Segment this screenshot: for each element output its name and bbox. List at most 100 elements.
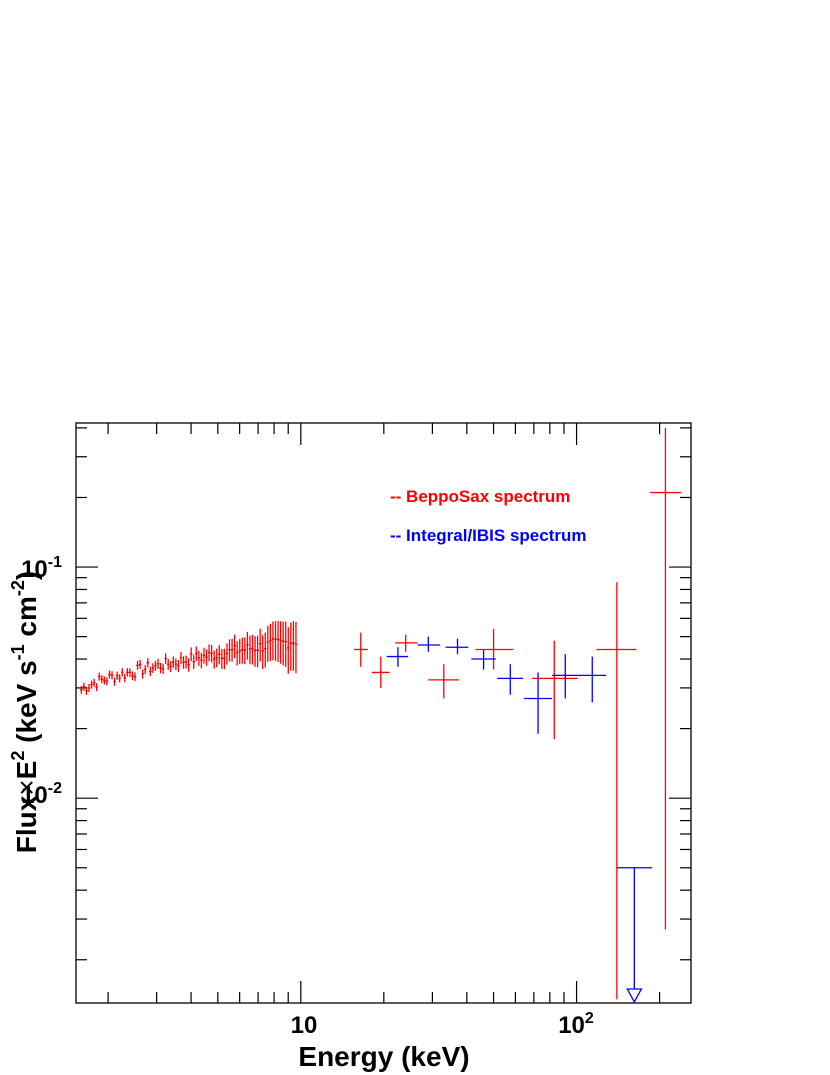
bepposax-low-point-82 [289, 622, 293, 671]
bepposax-low-point-31 [159, 663, 162, 674]
bepposax-low-point-32 [161, 663, 165, 675]
bepposax-low-point-47 [200, 652, 203, 669]
bepposax-low-point-61 [235, 641, 239, 666]
bepposax-low-point-40 [182, 656, 185, 669]
integral-point-5 [524, 672, 553, 734]
bepposax-low-point-18 [126, 668, 129, 677]
legend-item-bepposax: -- BeppoSax spectrum [390, 487, 570, 506]
integral-point-0 [386, 647, 409, 667]
bepposax-low-point-75 [271, 621, 275, 661]
bepposax-low-point-36 [172, 656, 175, 668]
bepposax-low-point-25 [143, 664, 147, 675]
bepposax-low-point-13 [113, 677, 116, 686]
bepposax-low-point-63 [241, 637, 244, 664]
integral-point-7 [577, 656, 607, 703]
bepposax-low-point-9 [103, 676, 106, 685]
x-axis-title: Energy (keV) [298, 1041, 469, 1072]
bepposax-low-point-29 [154, 661, 157, 671]
integral-point-2 [445, 638, 469, 655]
bepposax-low-point-43 [189, 647, 193, 662]
bepposax-low-point-42 [187, 658, 190, 672]
bepposax-low-point-16 [120, 668, 124, 677]
bepposax-low-point-62 [238, 639, 242, 665]
bepposax-low-point-11 [108, 670, 111, 679]
bepposax-low-point-45 [195, 646, 198, 662]
bepposax-point-2 [395, 634, 418, 652]
bepposax-low-point-80 [284, 621, 287, 667]
bepposax-point-3 [428, 664, 460, 699]
bepposax-low-point-66 [248, 635, 252, 665]
bepposax-low-point-19 [128, 668, 132, 677]
bepposax-low-point-12 [110, 671, 114, 680]
legend-item-integral: -- Integral/IBIS spectrum [390, 526, 586, 545]
bepposax-low-point-65 [246, 631, 249, 660]
plot-frame [75, 422, 692, 1004]
bepposax-low-point-71 [261, 635, 265, 670]
bepposax-low-point-22 [136, 661, 139, 670]
bepposax-low-point-35 [169, 661, 173, 673]
bepposax-low-point-33 [164, 653, 167, 664]
bepposax-low-point-56 [223, 648, 226, 670]
bepposax-low-point-21 [133, 672, 137, 682]
bepposax-low-point-44 [192, 654, 196, 670]
bepposax-low-point-37 [174, 658, 178, 671]
y-tick-label-0.1: 10-1 [21, 554, 62, 583]
bepposax-low-point-14 [115, 671, 119, 680]
bepposax-low-point-24 [141, 669, 144, 679]
bepposax-low-point-69 [256, 635, 259, 668]
bepposax-low-point-38 [177, 660, 180, 672]
integral-point-8 [616, 867, 653, 1004]
bepposax-low-point-73 [266, 625, 270, 662]
bepposax-low-point-26 [146, 658, 150, 668]
bepposax-low-point-59 [230, 638, 234, 662]
bepposax-low-point-30 [156, 658, 160, 669]
integral-point-4 [497, 664, 524, 695]
bepposax-low-point-4 [90, 680, 93, 689]
y-axis-title: Flux×E2 (keV s-1 cm-2) [8, 571, 42, 854]
bepposax-low-point-20 [131, 671, 134, 681]
bepposax-low-point-27 [149, 666, 152, 677]
bepposax-low-point-0 [80, 685, 83, 694]
upper-limit-arrow [626, 988, 643, 1004]
bepposax-low-point-46 [197, 650, 201, 666]
bepposax-low-point-3 [87, 684, 91, 693]
bepposax-low-point-6 [95, 683, 98, 692]
bepposax-low-point-68 [253, 636, 257, 667]
bepposax-low-point-15 [118, 674, 121, 683]
bepposax-low-point-17 [123, 673, 127, 683]
bepposax-low-point-84 [294, 621, 298, 674]
bepposax-low-point-77 [276, 620, 280, 662]
y-tick-label-0.01: 10-2 [21, 780, 62, 809]
bepposax-low-point-79 [281, 621, 285, 666]
bepposax-low-point-50 [207, 644, 211, 662]
bepposax-low-point-7 [97, 672, 101, 681]
bepposax-low-point-74 [269, 623, 272, 662]
bepposax-low-point-55 [220, 648, 224, 669]
bepposax-low-point-64 [243, 637, 247, 665]
bepposax-low-point-10 [105, 677, 109, 686]
bepposax-low-point-34 [166, 659, 170, 670]
bepposax-low-point-58 [228, 639, 231, 662]
bepposax-point-1 [371, 656, 390, 688]
bepposax-low-point-76 [274, 621, 277, 661]
bepposax-low-point-51 [210, 644, 213, 663]
bepposax-low-point-2 [85, 686, 88, 695]
bepposax-low-point-81 [286, 627, 290, 674]
bepposax-point-6 [596, 582, 637, 1000]
bepposax-low-point-57 [225, 643, 229, 665]
bepposax-low-point-5 [92, 678, 96, 687]
axis-ticks [76, 423, 691, 1003]
bepposax-low-point-8 [100, 675, 104, 684]
bepposax-low-point-60 [233, 634, 236, 659]
bepposax-low-point-49 [205, 649, 208, 666]
bepposax-low-point-53 [215, 648, 219, 668]
bepposax-low-point-83 [292, 621, 295, 671]
bepposax-point-5 [532, 640, 578, 740]
bepposax-point-7 [650, 427, 682, 930]
bepposax-low-point-41 [184, 655, 188, 669]
bepposax-low-point-1 [82, 682, 86, 691]
x-tick-label-100: 102 [558, 1010, 594, 1039]
bepposax-low-point-78 [279, 621, 282, 664]
bepposax-low-point-52 [212, 650, 216, 669]
